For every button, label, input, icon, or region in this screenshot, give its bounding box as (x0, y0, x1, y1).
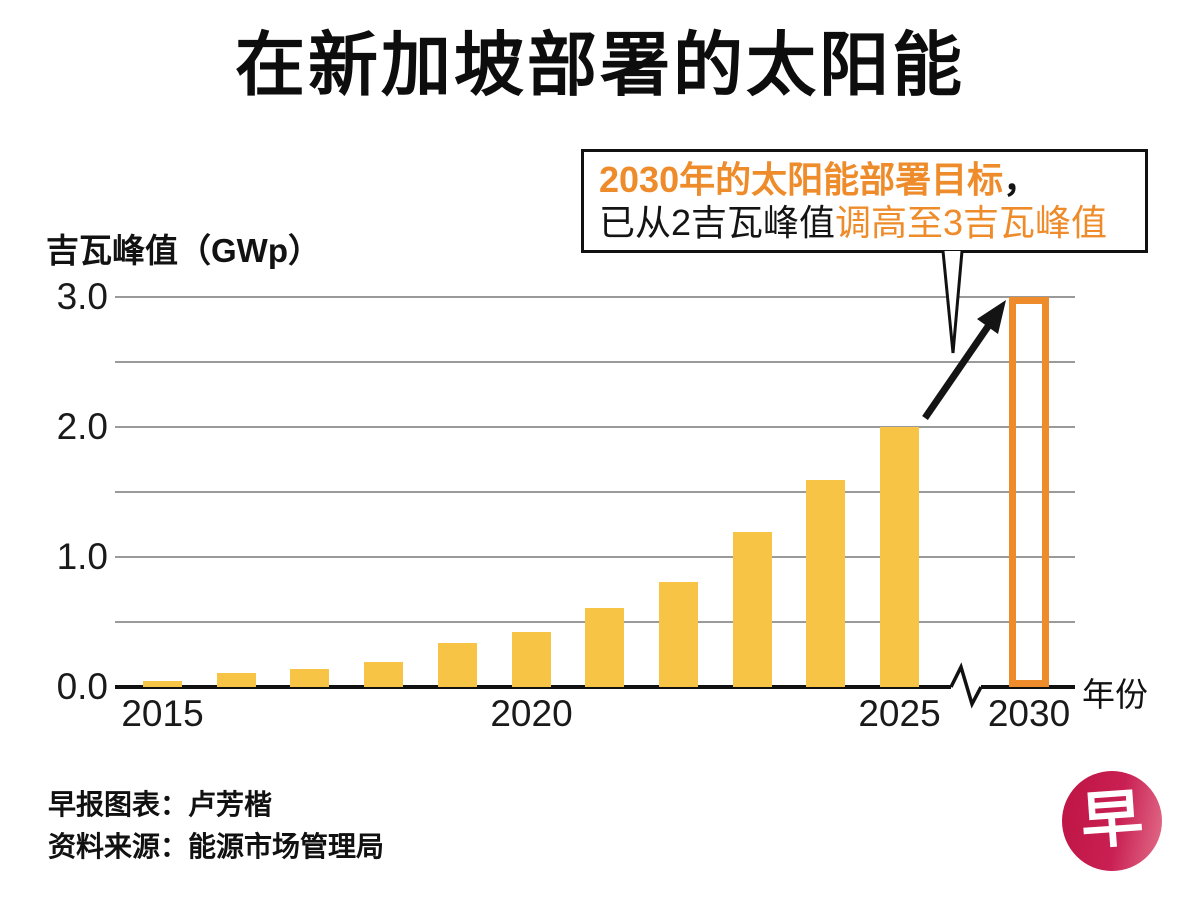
x-tick-label-2020: 2020 (490, 693, 573, 734)
x-tick-label-2030: 2030 (987, 693, 1071, 734)
gridline-2.5 (115, 361, 1075, 363)
annotation-line1-comma: ， (1003, 159, 1040, 200)
bar-2020 (512, 632, 551, 687)
y-tick-label-1.0: 1.0 (56, 536, 108, 577)
target-annotation-box: 2030年的太阳能部署目标， 已从2吉瓦峰值调高至3吉瓦峰值 (581, 149, 1148, 253)
data-source: 资料来源：能源市场管理局 (48, 831, 385, 862)
bar-2023 (733, 532, 772, 687)
y-axis-unit-label: 吉瓦峰值（GWp） (46, 232, 321, 269)
x-axis-label: 年份 (1082, 676, 1148, 713)
x-tick-label-2015: 2015 (121, 693, 204, 734)
chart-credit: 早报图表：卢芳楷 (48, 789, 273, 820)
bar-2025 (880, 427, 919, 687)
zaobao-logo-glyph: 早 (1078, 783, 1146, 858)
bar-2015 (143, 680, 182, 687)
gridline-2.0 (115, 426, 1075, 428)
y-tick-label-3.0: 3.0 (56, 276, 108, 317)
bar-2019 (438, 642, 477, 687)
annotation-line1-highlight: 2030年的太阳能部署目标 (599, 159, 1004, 200)
x-tick-label-2025: 2025 (858, 693, 941, 734)
x-axis-baseline-1 (115, 685, 951, 689)
bar-2022 (659, 581, 698, 687)
annotation-line1: 2030年的太阳能部署目标， (599, 158, 1145, 201)
y-tick-label-2.0: 2.0 (56, 406, 108, 447)
bar-2018 (364, 662, 403, 687)
gridline-1.0 (115, 556, 1075, 558)
bar-2024 (806, 480, 845, 687)
annotation-line2-highlight: 调高至3吉瓦峰值 (835, 202, 1108, 243)
zaobao-logo: 早 (1062, 771, 1162, 871)
gridline-1.5 (115, 491, 1075, 493)
gridline-3.0 (115, 296, 1075, 298)
bar-2021 (585, 607, 624, 687)
bar-2017 (290, 668, 329, 687)
annotation-line2: 已从2吉瓦峰值调高至3吉瓦峰值 (599, 201, 1145, 244)
annotation-line2-plain: 已从2吉瓦峰值 (599, 202, 836, 243)
target-bar-2030 (1009, 297, 1049, 687)
bar-2016 (217, 672, 256, 687)
page-title: 在新加坡部署的太阳能 (235, 26, 965, 104)
x-axis-baseline-2 (981, 685, 1075, 689)
y-tick-label-0.0: 0.0 (56, 666, 108, 707)
